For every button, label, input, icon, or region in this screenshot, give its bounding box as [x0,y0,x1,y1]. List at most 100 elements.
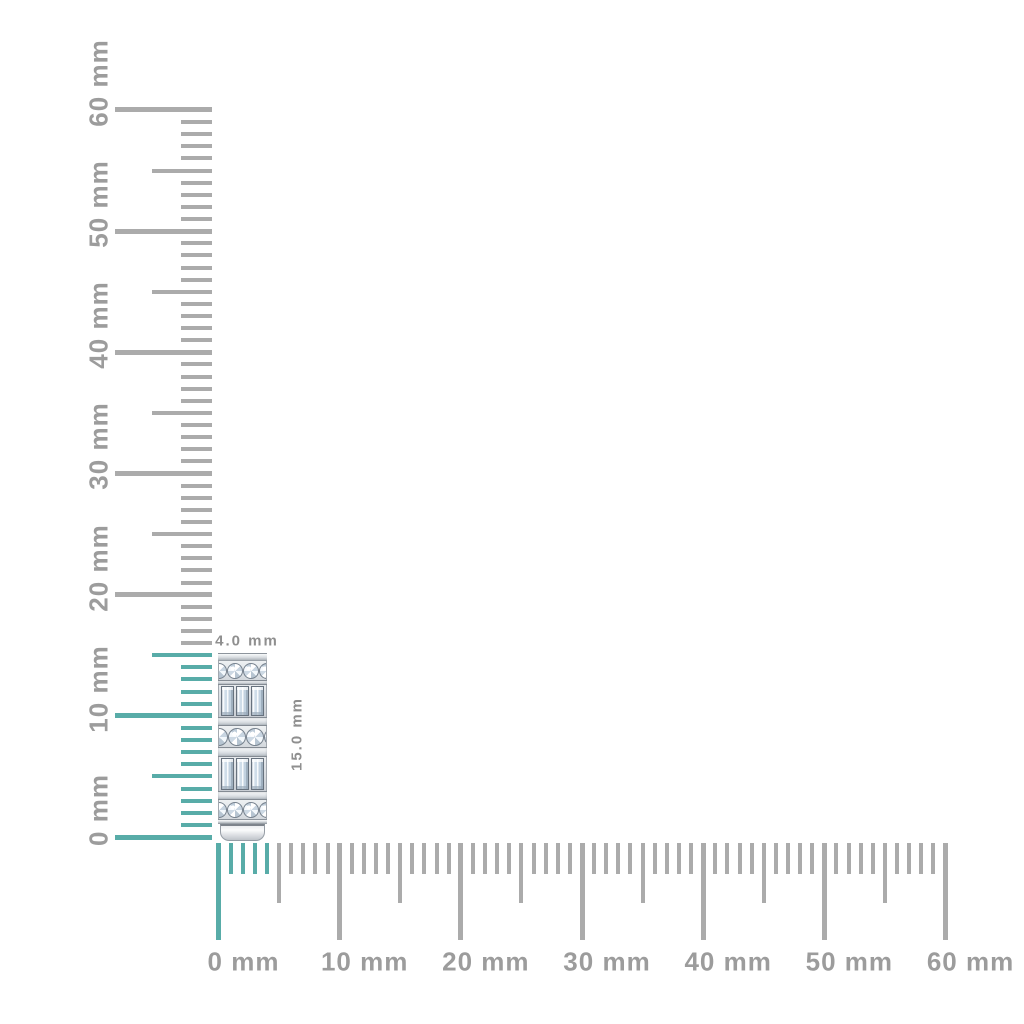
v-tick-45mm [152,289,212,294]
h-tick-16mm [410,843,415,874]
v-tick-46mm [181,277,212,282]
h-ruler-label-text: 10 mm [320,946,409,977]
h-tick-1mm [228,843,233,874]
round-diamond [227,662,243,679]
h-tick-39mm [689,843,694,874]
h-tick-24mm [507,843,512,874]
v-ruler-label-text: 30 mm [83,402,114,491]
v-tick-7mm [181,750,212,755]
band-segment-rounds-5 [218,726,267,747]
h-tick-48mm [798,843,803,874]
v-tick-29mm [181,483,212,488]
v-tick-56mm [181,156,212,161]
baguette-diamond [221,686,234,716]
v-tick-40mm [115,349,212,355]
h-tick-52mm [846,843,851,874]
h-tick-50mm [821,843,827,940]
v-tick-22mm [181,568,212,573]
v-tick-38mm [181,374,212,379]
v-tick-26mm [181,519,212,524]
h-tick-13mm [374,843,379,874]
v-tick-39mm [181,362,212,367]
h-tick-8mm [313,843,318,874]
round-diamond [219,727,228,746]
v-tick-57mm [181,144,212,149]
h-tick-27mm [543,843,548,874]
h-tick-34mm [628,843,633,874]
band-segment-rounds-1 [218,661,267,680]
v-tick-54mm [181,180,212,185]
h-tick-20mm [458,843,464,940]
h-tick-59mm [931,843,936,874]
h-ruler-label-text: 0 mm [207,946,280,977]
h-ruler-label-text: 50 mm [805,946,894,977]
h-tick-29mm [567,843,572,874]
v-tick-6mm [181,762,212,767]
product-image-ring-band [218,653,267,841]
v-tick-9mm [181,725,212,730]
h-tick-3mm [252,843,257,874]
band-segment-shank-11 [220,824,265,841]
h-tick-9mm [325,843,330,874]
baguette-diamond [251,758,264,790]
round-diamond [259,801,266,818]
v-tick-8mm [181,738,212,743]
v-tick-25mm [152,532,212,537]
round-diamond [264,727,266,746]
v-ruler-label-text: 60 mm [83,39,114,127]
h-tick-32mm [604,843,609,874]
h-tick-28mm [555,843,560,874]
round-diamond [259,662,266,679]
band-segment-baguettes-7 [218,757,267,791]
band-segment-rim-0 [218,653,267,661]
band-segment-bar-2 [218,680,267,685]
h-tick-14mm [386,843,391,874]
v-tick-48mm [181,253,212,258]
v-tick-18mm [181,616,212,621]
h-tick-31mm [592,843,597,874]
v-tick-21mm [181,580,212,585]
v-tick-31mm [181,459,212,464]
v-tick-33mm [181,435,212,440]
v-tick-52mm [181,204,212,209]
h-tick-12mm [361,843,366,874]
h-ruler-label-text: 30 mm [563,946,651,977]
h-tick-45mm [761,843,766,903]
h-tick-40mm [700,843,706,940]
v-tick-10mm [115,713,212,719]
v-tick-35mm [152,410,212,415]
round-diamond [243,801,259,818]
v-tick-55mm [152,168,212,173]
h-ruler-label-text: 40 mm [684,946,772,977]
band-segment-bar-6 [218,747,267,757]
v-tick-12mm [181,689,212,694]
v-ruler-label-text: 10 mm [83,645,114,733]
v-tick-49mm [181,241,212,246]
v-tick-0mm [115,834,212,840]
h-tick-2mm [240,843,245,874]
h-ruler-label-text: 20 mm [442,946,530,977]
v-tick-2mm [181,810,212,815]
h-tick-30mm [579,843,585,940]
baguette-diamond [236,686,249,716]
h-tick-0mm [216,843,221,940]
h-tick-10mm [337,843,343,940]
h-tick-19mm [446,843,451,874]
v-tick-51mm [181,217,212,222]
v-tick-5mm [152,774,212,779]
h-tick-22mm [483,843,488,874]
v-tick-24mm [181,544,212,549]
h-ruler-label-text: 60 mm [926,946,1015,977]
v-tick-19mm [181,604,212,609]
v-tick-41mm [181,338,212,343]
h-tick-60mm [943,843,949,940]
v-ruler-label-text: 0 mm [83,774,114,846]
h-tick-37mm [664,843,669,874]
v-tick-11mm [181,701,212,706]
v-tick-3mm [181,798,212,803]
h-tick-55mm [882,843,887,903]
v-tick-44mm [181,301,212,306]
h-tick-54mm [870,843,875,874]
baguette-diamond [221,758,234,790]
